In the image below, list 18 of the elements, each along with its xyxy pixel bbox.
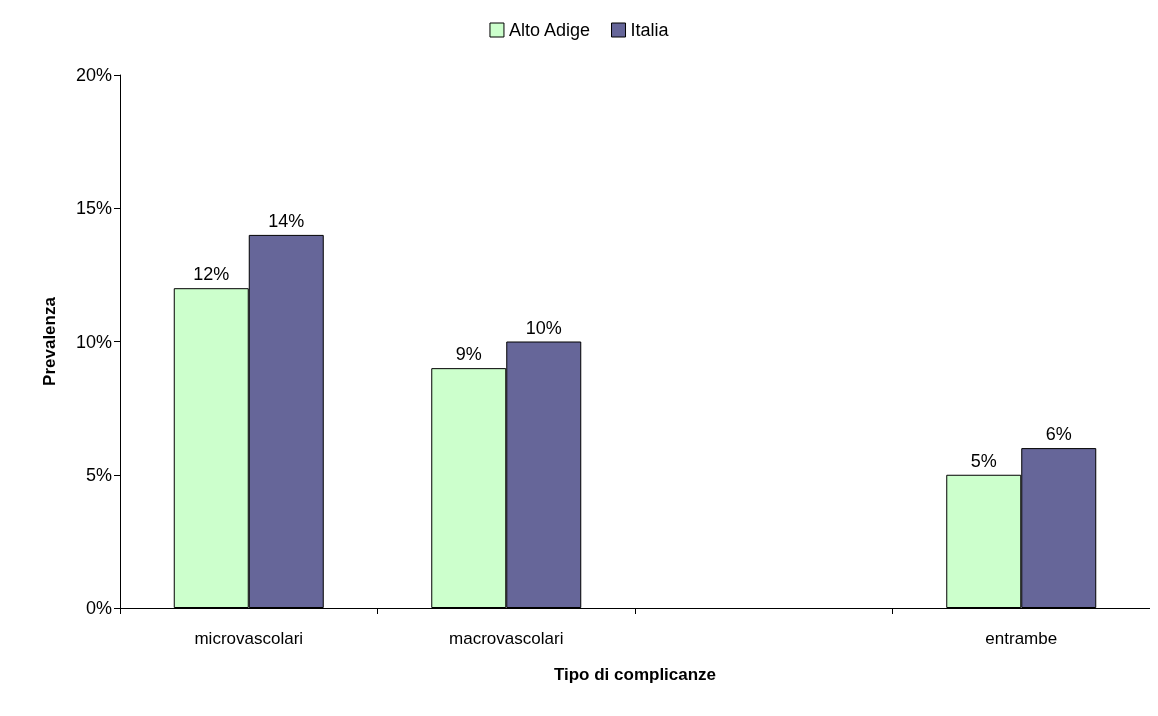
data-label: 14% xyxy=(268,210,305,231)
y-tick-label: 0% xyxy=(85,598,112,618)
x-axis-title: Tipo di complicanze xyxy=(553,665,717,684)
data-label: 12% xyxy=(193,264,230,285)
legend-label: Italia xyxy=(630,20,670,40)
x-tick-label: macrovascolari xyxy=(449,629,564,648)
legend-label: Alto Adige xyxy=(508,20,591,40)
x-tick-label: entrambe xyxy=(985,629,1058,648)
y-tick-label: 20% xyxy=(75,65,112,85)
data-label: 9% xyxy=(455,344,482,365)
data-label: 5% xyxy=(970,450,997,471)
y-axis-title: Prevalenza xyxy=(40,296,59,386)
y-tick-label: 10% xyxy=(75,331,112,352)
y-tick-label: 5% xyxy=(85,464,112,485)
data-label: 10% xyxy=(525,317,562,338)
y-tick-label: 15% xyxy=(75,198,112,219)
data-label: 6% xyxy=(1045,424,1072,445)
x-tick-label: microvascolari xyxy=(194,629,304,648)
